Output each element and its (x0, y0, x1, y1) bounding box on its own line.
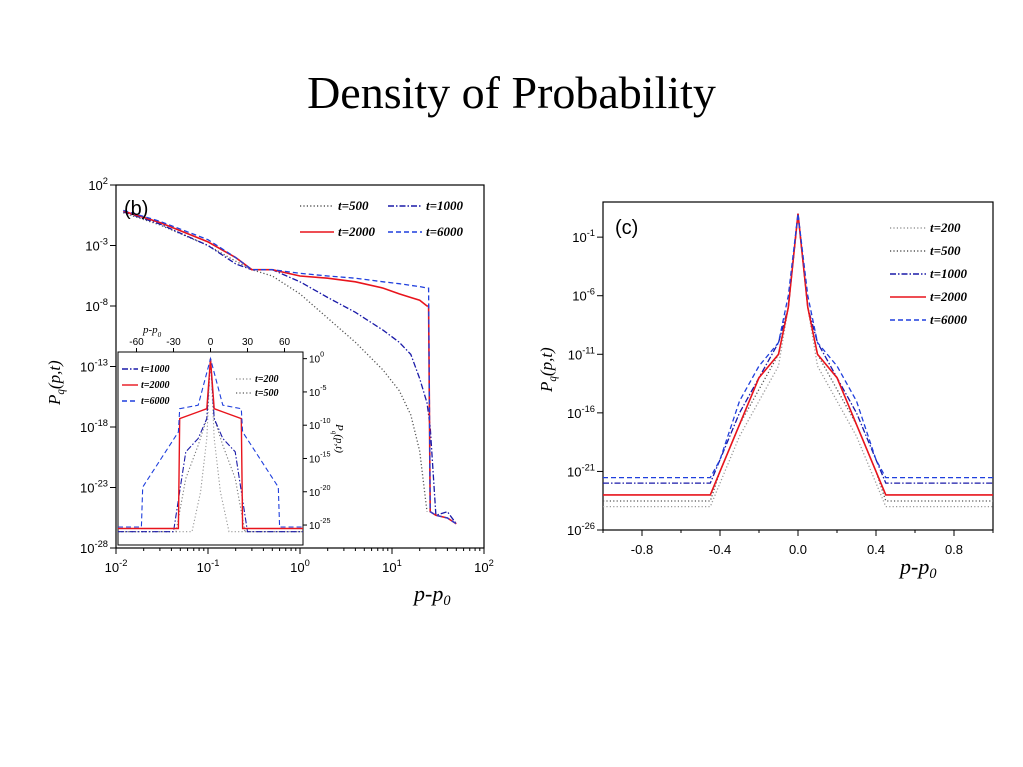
legend-label-c: t=500 (930, 243, 961, 258)
panel-label-c: (c) (615, 217, 638, 239)
inset-series-line-4 (118, 356, 303, 528)
x-tick-label-c: 0.8 (945, 542, 963, 557)
x-tick-label-b: 100 (290, 558, 310, 575)
slide-title: Density of Probability (307, 67, 716, 118)
inset-x-tick-label: 60 (279, 337, 291, 348)
y-tick-label-c: 10-6 (572, 287, 595, 304)
inset-legend-label: t=2000 (141, 380, 169, 391)
x-tick-label-c: 0.0 (789, 542, 807, 557)
inset-y-tick-label: 10-5 (309, 383, 327, 399)
y-tick-label-c: 10-26 (567, 521, 595, 538)
inset-y-axis-label: Pq(p,t) (330, 423, 345, 453)
inset-x-axis-label: p-p0 (142, 324, 162, 339)
legend-label-b: t=1000 (426, 198, 464, 213)
legend-label-c: t=200 (930, 220, 961, 235)
series-line-b-1 (123, 211, 457, 525)
x-tick-label-b: 101 (382, 558, 402, 575)
x-tick-label-c: -0.4 (709, 542, 731, 557)
x-axis-label-c: p-p0 (898, 554, 936, 582)
legend-label-b: t=500 (338, 198, 369, 213)
inset-x-tick-label: -60 (129, 337, 144, 348)
y-tick-label-b: 10-8 (85, 297, 108, 314)
x-tick-label-b: 10-2 (105, 558, 128, 575)
inset-chart: -60 -30 0 30 60 100 10-5 10-10 10-15 10-20 10-25 t=… (117, 324, 345, 546)
chart-panel-b: 10-2 10-1 100 101 102 102 10-3 10-8 10-13 10-18 10… (45, 176, 494, 609)
y-tick-label-c: 10-1 (572, 228, 595, 245)
y-tick-label-c: 10-16 (567, 404, 595, 421)
legend-label-b: t=2000 (338, 224, 376, 239)
y-tick-label-c: 10-21 (567, 462, 595, 479)
y-tick-label-b: 10-28 (80, 539, 108, 556)
x-axis-label-b: p-p0 (412, 581, 450, 609)
y-tick-label-b: 10-18 (80, 418, 108, 435)
inset-legend-label: t=1000 (141, 364, 169, 375)
legend-label-c: t=6000 (930, 312, 968, 327)
y-axis-label-b: Pq(p,t) (45, 360, 67, 406)
x-tick-label-b: 102 (474, 558, 494, 575)
series-line-c-4 (603, 213, 993, 479)
inset-x-tick-label: 30 (242, 337, 254, 348)
inset-legend-label: t=500 (255, 388, 278, 399)
legend-label-c: t=1000 (930, 266, 968, 281)
y-axis-label-c: Pq(p,t) (537, 347, 559, 393)
inset-series-line-2 (118, 358, 303, 533)
y-tick-label-b: 102 (88, 176, 108, 193)
inset-y-tick-label: 10-15 (309, 449, 331, 465)
y-tick-label-b: 10-13 (80, 358, 108, 375)
y-tick-label-b: 10-23 (80, 479, 108, 496)
legend-label-b: t=6000 (426, 224, 464, 239)
inset-legend-label: t=6000 (141, 396, 169, 407)
legend-label-c: t=2000 (930, 289, 968, 304)
x-tick-label-c: 0.4 (867, 542, 885, 557)
inset-y-tick-label: 100 (309, 350, 324, 366)
y-tick-label-c: 10-11 (568, 345, 595, 362)
inset-x-tick-label: 0 (208, 337, 214, 348)
x-tick-label-c: -0.8 (631, 542, 653, 557)
inset-y-tick-label: 10-20 (309, 483, 331, 499)
inset-y-tick-label: 10-10 (309, 416, 331, 432)
inset-y-tick-label: 10-25 (309, 516, 331, 532)
series-line-b-3 (123, 209, 457, 525)
inset-legend-label: t=200 (255, 374, 278, 385)
x-tick-label-b: 10-1 (197, 558, 220, 575)
chart-panel-c: -0.8 -0.4 0.0 0.4 0.8 10-1 10-6 10-11 10-16 10-21… (537, 201, 994, 582)
inset-frame (117, 351, 304, 546)
panel-label-b: (b) (124, 198, 148, 220)
inset-x-tick-label: -30 (166, 337, 181, 348)
series-line-c-3 (603, 213, 993, 496)
y-tick-label-b: 10-3 (85, 237, 108, 254)
